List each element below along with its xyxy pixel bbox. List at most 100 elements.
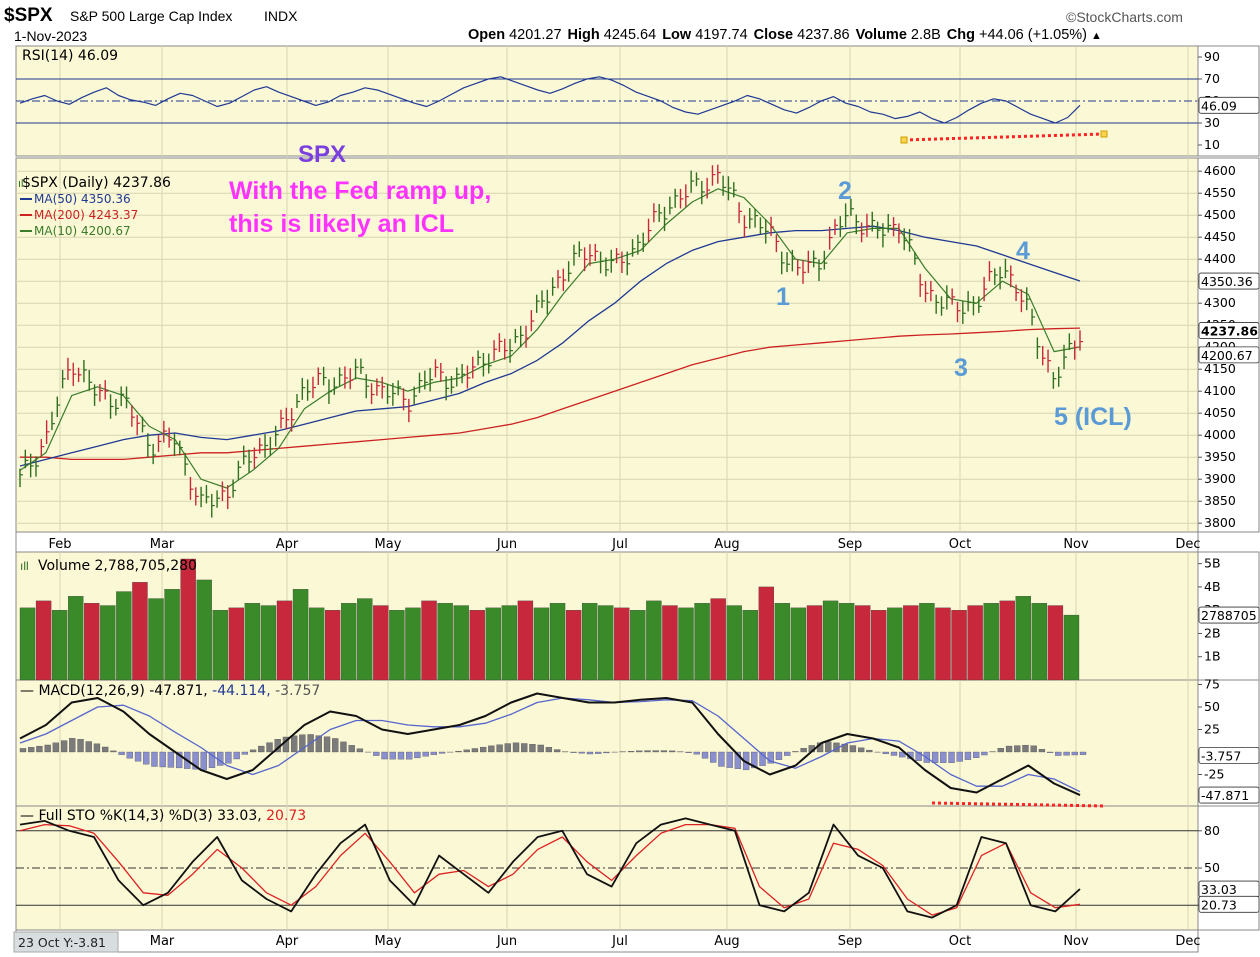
volume-bar — [100, 605, 116, 681]
macd-histogram-bar — [759, 751, 766, 766]
macd-histogram-bar — [545, 747, 553, 753]
macd-histogram-bar — [636, 750, 643, 753]
volume-bar — [887, 607, 903, 681]
macd-histogram-bar — [603, 751, 610, 754]
macd-histogram-bar — [406, 751, 413, 760]
macd-tick-label: 25 — [1204, 722, 1220, 737]
ma50-last-value-box — [1198, 272, 1260, 290]
macd-histogram-bar — [44, 744, 51, 753]
x-axis-month-label: May — [375, 537, 402, 552]
rsi-last-value: 46.09 — [1201, 98, 1237, 113]
volume-bar — [838, 603, 855, 681]
sto-label-name: — Full STO %K(14,3) %D(3) 33.03, — [20, 808, 266, 824]
macd-histogram-bar — [1046, 751, 1054, 753]
quote-open: Open 4201.27 — [468, 27, 562, 43]
macd-hist-last-value: -3.757 — [1201, 748, 1241, 763]
macd-histogram-bar — [373, 751, 380, 756]
volume-bar — [389, 610, 405, 681]
bottom-status-text: 23 Oct Y:-3.81 — [18, 935, 106, 950]
macd-histogram-bar — [430, 751, 438, 755]
rsi-trendline-handle-end — [1100, 130, 1108, 138]
rsi-trendline-handle-start — [900, 136, 908, 144]
macd-label-signal: -44.114, — [212, 683, 275, 699]
volume-bar — [453, 605, 469, 681]
x-axis-month-label: Sep — [838, 537, 863, 552]
macd-histogram-bar — [512, 742, 520, 753]
chart-header: $SPX S&P 500 Large Cap Index INDX ©Stock… — [0, 0, 1260, 46]
wave-label-1: 1 — [776, 283, 790, 311]
ma50-line — [19, 225, 1081, 467]
macd-histogram-bar — [110, 750, 117, 753]
macd-histogram-bar — [52, 742, 60, 753]
macd-histogram-bar — [899, 751, 906, 758]
volume-last-value-box — [1198, 606, 1260, 624]
volume-panel-label: Volume 2,788,705,280 — [38, 558, 197, 574]
macd-histogram-bar — [19, 748, 27, 753]
volume-bar — [790, 607, 807, 681]
rsi-last-value-box — [1198, 96, 1260, 114]
macd-histogram-bar — [143, 751, 150, 765]
price-last-value-box — [1198, 322, 1260, 339]
macd-histogram-bar — [332, 738, 339, 753]
quote-high: High 4245.64 — [567, 27, 657, 43]
volume-bar — [710, 598, 726, 681]
rsi-tick-label: 10 — [1204, 137, 1220, 152]
macd-histogram-bar — [521, 743, 528, 753]
quote-change: Chg +44.06 (+1.05%) ▲ — [946, 27, 1102, 43]
volume-bar — [68, 596, 84, 681]
rsi-line — [19, 76, 1081, 124]
volume-bar — [742, 610, 758, 681]
x-axis-month-label-bottom: Apr — [276, 934, 299, 949]
macd-histogram-bar — [480, 746, 487, 753]
volume-bar — [517, 600, 534, 681]
macd-histogram-bar — [175, 751, 183, 769]
macd-histogram-bar — [890, 751, 898, 756]
macd-histogram-bar — [701, 751, 709, 759]
annotation-ticker: SPX — [298, 141, 346, 168]
xaxis1-panel — [15, 531, 1199, 553]
quote-volume: Volume 2.8B — [855, 27, 941, 43]
ma200-line — [20, 327, 1081, 461]
macd-histogram-bar — [1079, 751, 1087, 755]
macd-histogram-bar — [734, 751, 742, 769]
macd-histogram-bar — [956, 751, 963, 762]
volume-bar — [19, 607, 36, 681]
macd-histogram-bar — [660, 750, 668, 753]
macd-histogram-bar — [767, 751, 774, 764]
price-tick-label: 4300 — [1204, 295, 1236, 310]
volume-bar — [212, 610, 228, 681]
wave-label-3: 3 — [954, 354, 968, 382]
volume-bar — [758, 586, 774, 681]
macd-histogram-bar — [644, 750, 651, 753]
legend-entry-ma200: MA(200) 4243.37 — [34, 208, 138, 222]
macd-histogram-bar — [529, 744, 536, 753]
volume-bar — [196, 579, 212, 681]
macd-histogram-bar — [471, 748, 479, 753]
macd-last-value-box — [1198, 786, 1260, 804]
macd-histogram-bar — [997, 748, 1004, 753]
xaxis2-panel — [15, 929, 1199, 953]
rsi-tick-label: 70 — [1204, 71, 1220, 86]
index-name: S&P 500 Large Cap Index — [70, 8, 233, 24]
volume-bar — [614, 607, 630, 681]
macd-histogram-bar — [1063, 751, 1070, 756]
legend-entry-ma50: MA(50) 4350.36 — [34, 192, 131, 206]
volume-bar — [903, 605, 919, 681]
annotation-comment-line2: this is likely an ICL — [229, 210, 454, 238]
x-axis-month-label: Feb — [48, 537, 71, 552]
price-last-value: 4237.86 — [1201, 324, 1258, 339]
macd-panel — [15, 679, 1199, 807]
macd-histogram-bar — [488, 745, 495, 753]
sto-tick-label: 50 — [1204, 860, 1220, 875]
volume-bar — [341, 603, 357, 681]
macd-histogram-bar — [167, 751, 175, 768]
macd-histogram-bar — [159, 751, 166, 768]
macd-histogram-bar — [60, 740, 68, 753]
volume-bar — [292, 589, 309, 681]
macd-histogram-bar — [126, 751, 133, 759]
macd-histogram-bar — [784, 751, 791, 756]
macd-tick-label: 75 — [1204, 677, 1220, 692]
ma50-last-value: 4350.36 — [1201, 274, 1253, 289]
volume-bar — [132, 582, 148, 681]
macd-label-name: — MACD(12,26,9) -47.871, — [20, 683, 212, 699]
